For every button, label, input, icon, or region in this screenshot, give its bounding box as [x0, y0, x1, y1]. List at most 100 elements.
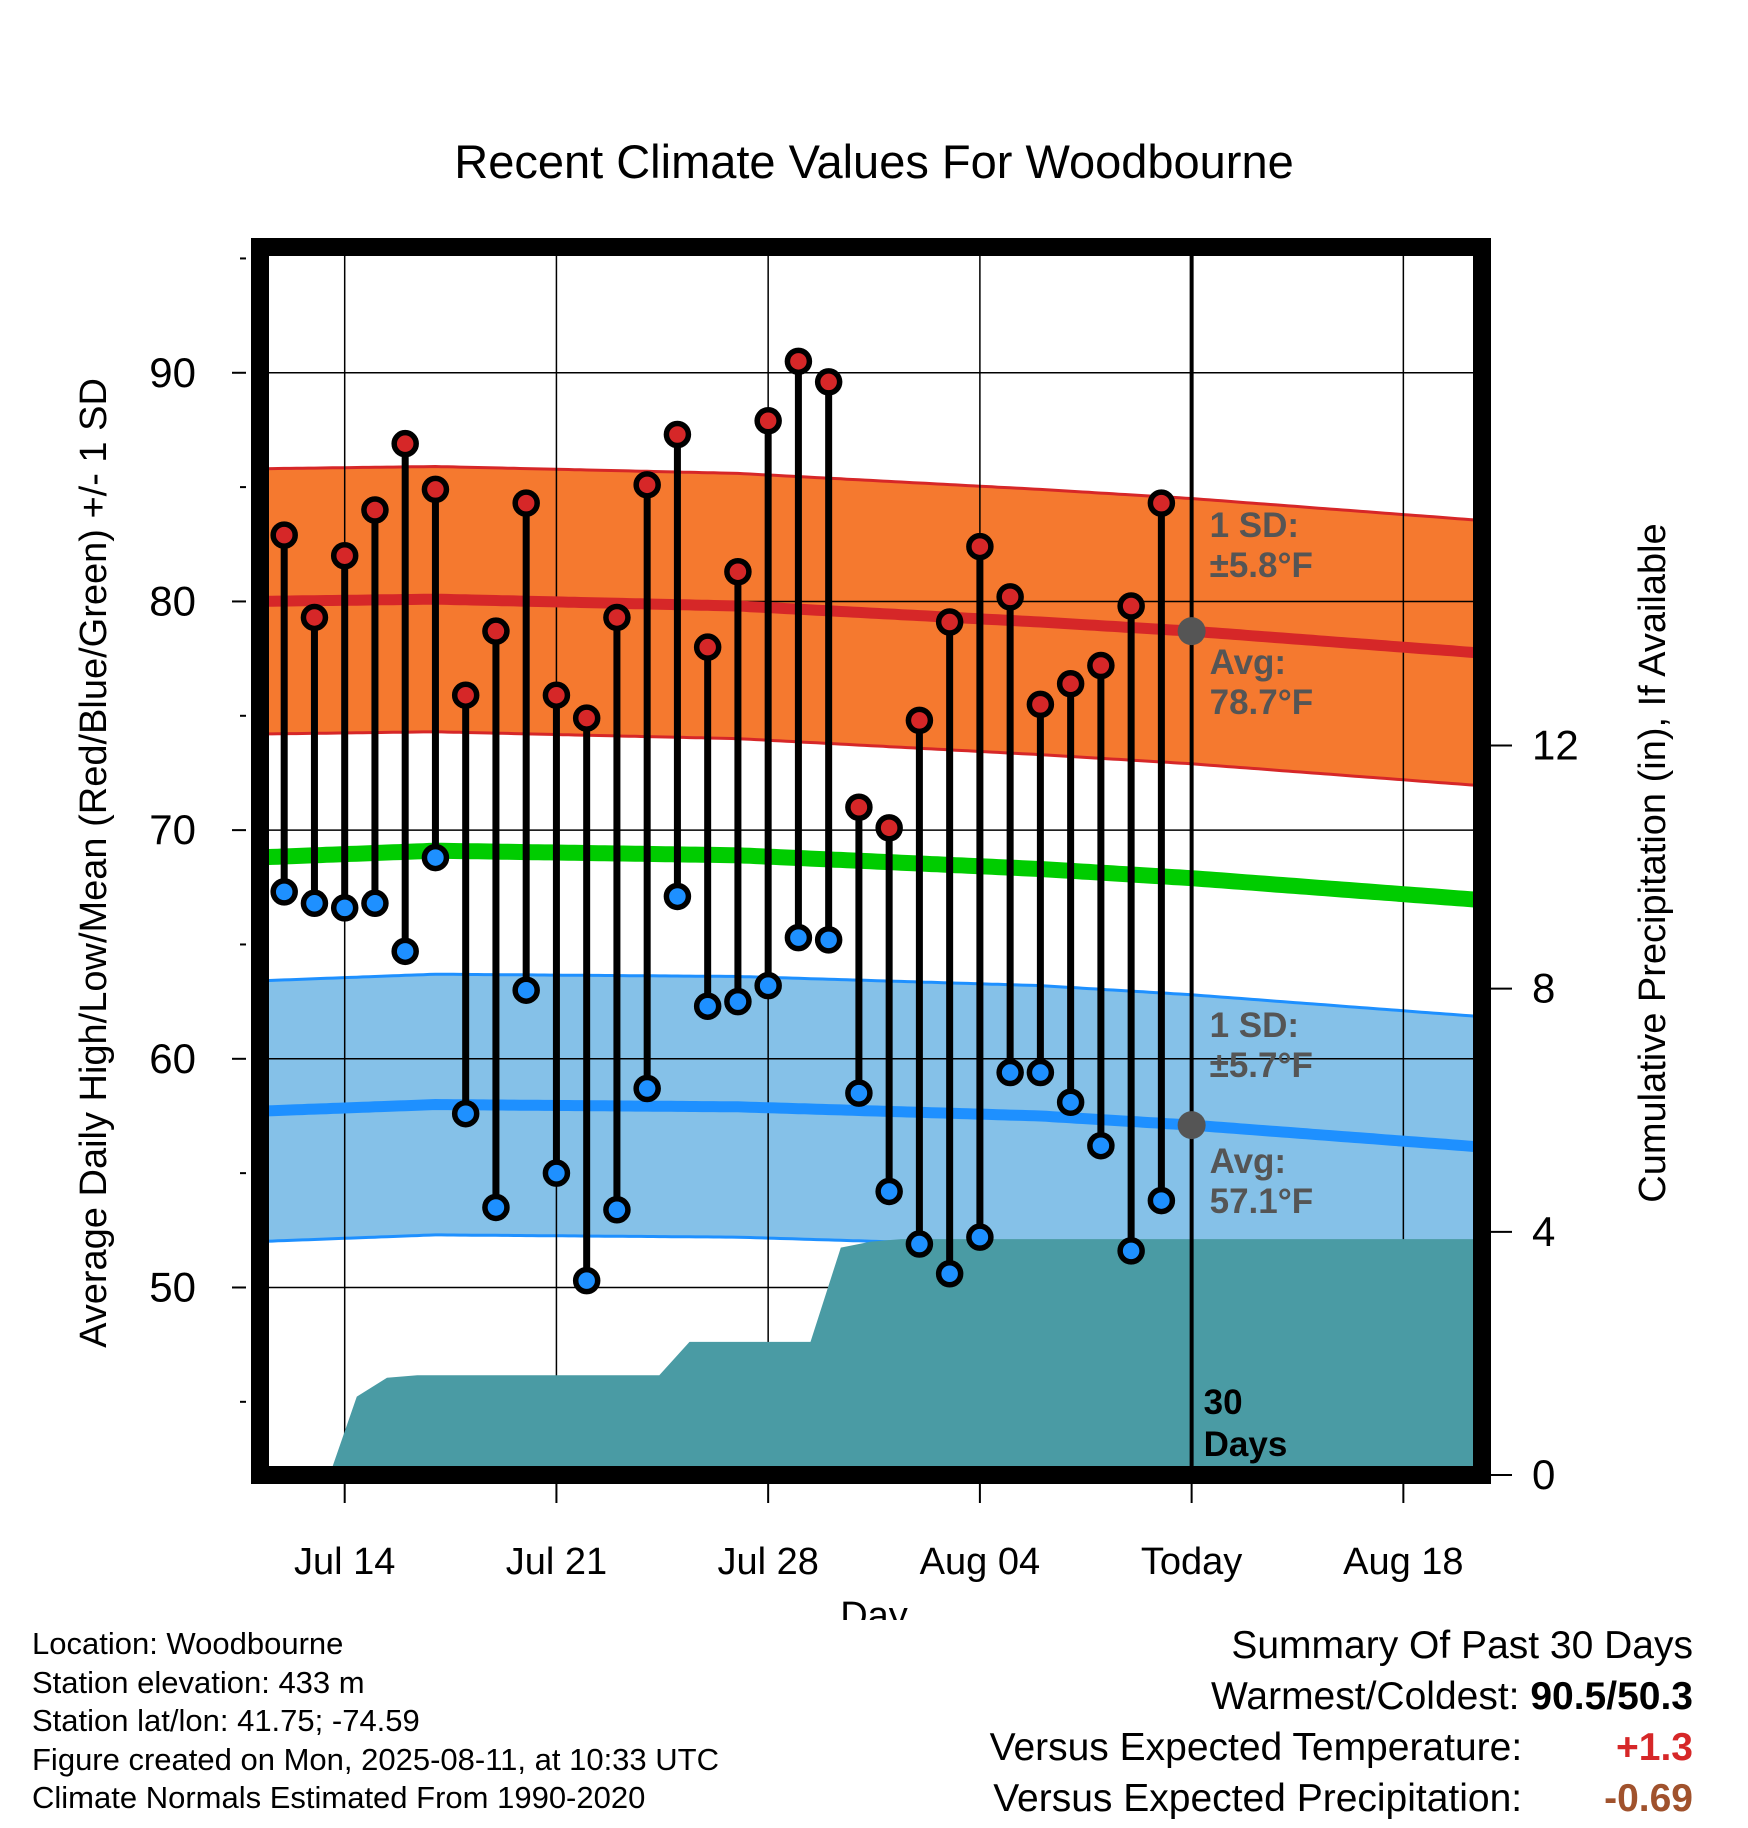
daily-high-point [845, 793, 873, 822]
temp-label: Versus Expected Temperature: [989, 1726, 1523, 1769]
daily-high-point [905, 706, 934, 735]
daily-high-point [542, 681, 571, 709]
daily-high-point [300, 603, 329, 632]
created-text: Figure created on Mon, 2025-08-11, at 10… [32, 1741, 719, 1777]
elevation-text: Station elevation: 433 m [32, 1664, 365, 1700]
daily-high-point [572, 704, 601, 732]
daily-low-point [270, 878, 298, 906]
daily-high-point [875, 814, 903, 842]
y2-tick-label: 12 [1532, 721, 1579, 768]
warm-cold-label: Warmest/Coldest: [1211, 1675, 1520, 1718]
temp-value: +1.3 [1616, 1726, 1693, 1769]
today-low-normal-marker [1177, 1111, 1206, 1140]
high-avg-value: 78.7°F [1210, 683, 1314, 722]
x-tick-label: Jul 14 [294, 1541, 395, 1583]
daily-low-point [1087, 1131, 1115, 1160]
daily-low-point [572, 1266, 601, 1295]
daily-low-point [300, 889, 329, 918]
daily-high-point [1087, 651, 1115, 680]
daily-high-point [603, 603, 631, 632]
y-tick-label: 70 [149, 806, 196, 853]
daily-high-point [663, 420, 692, 449]
daily-high-point [361, 496, 389, 524]
climate-chart: Recent Climate Values For Woodbourne Jul… [73, 135, 1674, 1620]
warm-cold-value: 90.5/50.3 [1530, 1675, 1693, 1718]
x-tick-label: Jul 21 [506, 1541, 607, 1583]
daily-low-point [542, 1159, 571, 1187]
x-tick-label: Jul 28 [717, 1541, 818, 1583]
daily-low-point [361, 889, 389, 918]
precip-label: Versus Expected Precipitation: [993, 1777, 1523, 1820]
station-info: Location: Woodbourne Station elevation: … [32, 1625, 719, 1818]
daily-low-point [966, 1223, 994, 1251]
days-window-unit: Days [1204, 1425, 1288, 1464]
daily-low-point [814, 926, 843, 954]
daily-high-point [935, 608, 964, 636]
y-axis-label: Average Daily High/Low/Mean (Red/Blue/Gr… [73, 378, 115, 1348]
summary-warm-cold: Warmest/Coldest: 90.5/50.3 [990, 1671, 1693, 1722]
daily-high-point [996, 583, 1024, 611]
precip-area [329, 1239, 1482, 1475]
y2-tick-label: 4 [1532, 1208, 1555, 1255]
summary-heading: Summary Of Past 30 Days [1231, 1624, 1693, 1667]
y-tick-label: 90 [149, 349, 196, 396]
daily-low-point [693, 992, 722, 1020]
x-tick-label: Aug 18 [1343, 1541, 1463, 1583]
daily-high-point [1117, 592, 1145, 620]
daily-high-point [1056, 670, 1085, 698]
normals-text: Climate Normals Estimated From 1990-2020 [32, 1780, 646, 1815]
days-window-count: 30 [1204, 1383, 1243, 1422]
chart-title: Recent Climate Values For Woodbourne [454, 135, 1293, 188]
high-avg-label: Avg: [1210, 643, 1286, 682]
location-text: Location: Woodbourne [32, 1626, 344, 1661]
daily-high-point [724, 557, 752, 586]
daily-low-point [784, 923, 813, 952]
daily-low-point [330, 894, 359, 922]
daily-high-point [633, 471, 661, 499]
high-sd-value: ±5.8°F [1210, 546, 1313, 585]
plot-frame [251, 238, 1491, 1484]
daily-low-point [633, 1074, 661, 1103]
daily-high-point [754, 407, 782, 435]
daily-low-point [1117, 1237, 1145, 1265]
high-sd-label: 1 SD: [1210, 506, 1299, 545]
daily-low-point [663, 882, 692, 911]
daily-high-point [693, 633, 722, 661]
daily-high-point [784, 347, 813, 376]
x-tick-label: Aug 04 [920, 1541, 1040, 1583]
x-axis-label: Day [840, 1595, 908, 1620]
daily-high-point [330, 541, 359, 570]
daily-high-point [1026, 690, 1055, 719]
precip-value: -0.69 [1604, 1777, 1693, 1820]
daily-low-point [935, 1260, 964, 1288]
low-sd-value: ±5.7°F [1210, 1046, 1313, 1085]
daily-low-point [1147, 1186, 1176, 1215]
y-tick-label: 50 [149, 1263, 196, 1310]
daily-low-point [1056, 1088, 1085, 1117]
summary-temp: Versus Expected Temperature: +1.3 [990, 1722, 1693, 1773]
latlon-text: Station lat/lon: 41.75; -74.59 [32, 1703, 420, 1738]
daily-low-point [512, 976, 540, 1004]
x-tick-label: Today [1141, 1541, 1242, 1583]
y2-tick-label: 8 [1532, 965, 1555, 1012]
y2-axis-label: Cumulative Precipitation (in), If Availa… [1632, 523, 1674, 1202]
daily-high-point [512, 489, 540, 517]
avg-high-line [260, 593, 1482, 659]
today-high-normal-marker [1177, 617, 1206, 646]
daily-high-point [391, 429, 419, 458]
daily-low-point [451, 1099, 480, 1128]
daily-low-point [845, 1079, 873, 1107]
daily-low-point [603, 1195, 631, 1224]
summary-precip: Versus Expected Precipitation: -0.69 [990, 1773, 1693, 1824]
low-sd-band [260, 974, 1482, 1278]
y-tick-label: 80 [149, 577, 196, 624]
daily-low-point [421, 843, 450, 872]
daily-low-point [391, 937, 419, 966]
daily-high-point [451, 681, 480, 709]
summary-panel: Summary Of Past 30 Days Warmest/Coldest:… [990, 1620, 1693, 1824]
daily-high-point [421, 475, 450, 504]
daily-low-point [1026, 1058, 1055, 1087]
y2-tick-label: 0 [1532, 1451, 1555, 1498]
low-avg-value: 57.1°F [1210, 1182, 1314, 1221]
daily-high-point [966, 532, 994, 561]
